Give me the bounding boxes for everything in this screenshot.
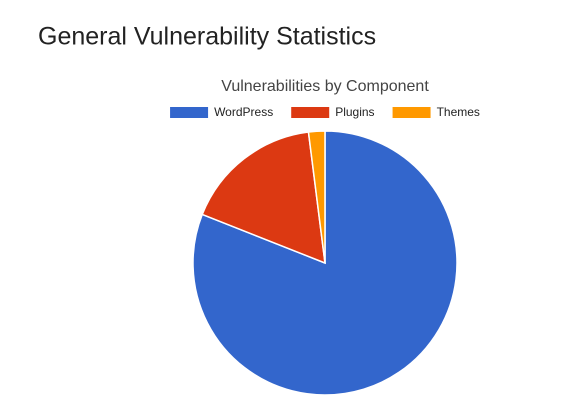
pie-slice (307, 130, 326, 264)
legend-label: WordPress (214, 105, 273, 119)
legend-swatch (291, 107, 330, 118)
page-title: General Vulnerability Statistics (38, 23, 376, 51)
pie-slice (201, 131, 326, 265)
legend-swatch (170, 107, 209, 118)
chart-title: Vulnerabilities by Component (221, 78, 429, 95)
legend-label: Themes (437, 105, 480, 119)
legend-swatch (392, 107, 431, 118)
legend-label: Plugins (335, 105, 374, 119)
